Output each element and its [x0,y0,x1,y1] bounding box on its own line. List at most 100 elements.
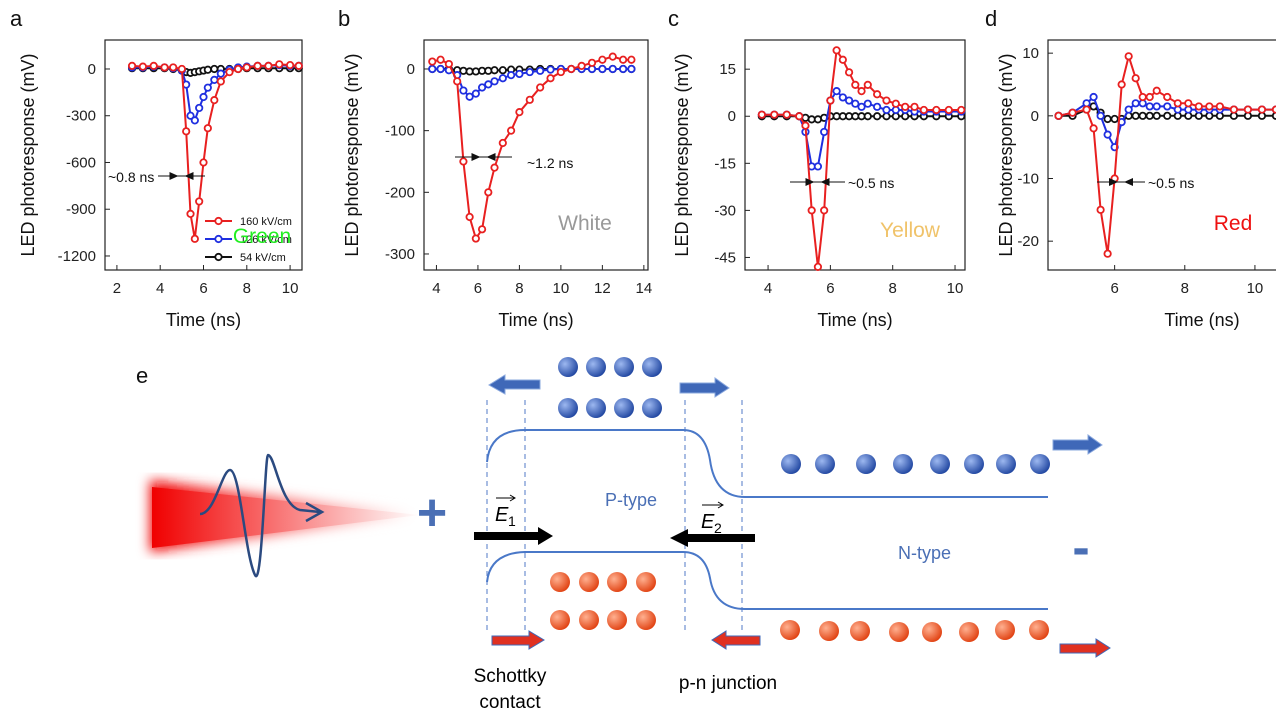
field-subscript: 1 [508,513,516,529]
annotation: ~0.5 ns [1148,175,1194,191]
data-point [203,83,212,92]
data-point [1103,130,1112,139]
data-point [1163,102,1172,111]
data-point [536,66,545,75]
data-point [465,212,474,222]
data-point [1138,111,1147,120]
y-axis-label: LED photoresponse (mV) [342,53,362,256]
data-point [1243,105,1253,114]
schottky-label: contact [479,692,541,712]
data-point [1131,111,1140,120]
y-tick-label: -900 [66,201,96,218]
x-tick-label: 10 [553,280,570,297]
data-point [587,58,597,67]
dashed-lines [486,400,743,632]
y-tick-label: -1200 [58,248,96,265]
data-point [1103,114,1112,124]
data-point [275,60,284,69]
data-point [210,75,219,84]
data-point [199,92,208,102]
annotation: ~0.5 ns [848,175,894,191]
annotation-arrow [1109,178,1118,186]
data-point [1054,111,1063,120]
x-tick-label: 10 [947,280,964,297]
valence-band [486,551,1048,610]
hole-arrows [491,630,1111,658]
y-tick-label: -300 [385,246,415,263]
data-point [1145,92,1154,102]
data-point [459,157,468,166]
wave-arrow [305,501,325,523]
data-point [453,77,462,86]
data-point [203,65,212,74]
y-tick-label: -300 [66,108,96,125]
data-point [1205,102,1214,111]
data-point [901,102,910,111]
x-tick-label: 4 [764,280,772,297]
data-point [1131,74,1140,83]
data-point [838,55,847,64]
legend-marker [214,252,223,262]
legend-label: 126 kV/cm [240,234,292,246]
data-point [127,61,137,70]
y-axis-label: LED photoresponse (mV) [996,53,1016,256]
panel-label: d [985,6,997,31]
y-tick-label: -45 [714,249,736,266]
color-label: White [558,212,612,235]
x-tick-label: 14 [636,280,653,297]
x-tick-label: 6 [199,280,207,297]
data-point [619,55,628,64]
data-point [285,60,295,70]
color-label: Red [1214,212,1253,235]
data-point [795,112,804,121]
panel-label: c [668,6,679,31]
x-tick-label: 6 [1110,280,1118,297]
data-point [436,55,445,64]
x-tick-label: 8 [243,280,251,297]
data-point [1163,111,1172,120]
field-symbol: E [495,504,509,526]
data-point [459,86,468,95]
data-point [515,108,524,117]
y-tick-label: -600 [66,154,96,171]
data-point [525,67,534,77]
panel-label: a [10,6,23,31]
data-point [444,59,453,69]
y-tick-label: 0 [88,61,96,78]
data-point [1124,52,1133,61]
data-point [851,99,860,108]
panel-label: b [338,6,350,31]
data-point [234,64,243,74]
data-point [294,61,303,70]
junction-label: p-n junction [679,673,777,694]
data-point [1096,111,1105,120]
y-axis-label: LED photoresponse (mV) [18,53,38,256]
data-point [195,103,204,113]
y-tick-label: -15 [714,155,736,172]
data-point [1229,105,1238,114]
data-point [1110,114,1119,124]
data-point [873,112,882,121]
data-point [1068,108,1077,117]
data-point [515,69,524,79]
data-point [428,64,437,74]
x-tick-label: 2 [113,280,121,297]
color-label: Green [233,225,291,248]
x-tick-label: 6 [474,280,482,297]
data-point [882,96,891,105]
y-tick-label: 0 [1031,108,1039,125]
data-point [863,80,872,89]
data-point [770,110,779,119]
data-point [910,102,919,111]
data-point [863,99,872,108]
data-point [873,102,882,111]
data-point [1194,102,1203,111]
data-point [820,127,829,137]
data-point [801,121,810,130]
data-point [1124,105,1133,114]
n-type-label: N-type [898,543,951,563]
data-point [1145,111,1154,120]
data-point [484,80,493,89]
data-point [627,64,636,74]
